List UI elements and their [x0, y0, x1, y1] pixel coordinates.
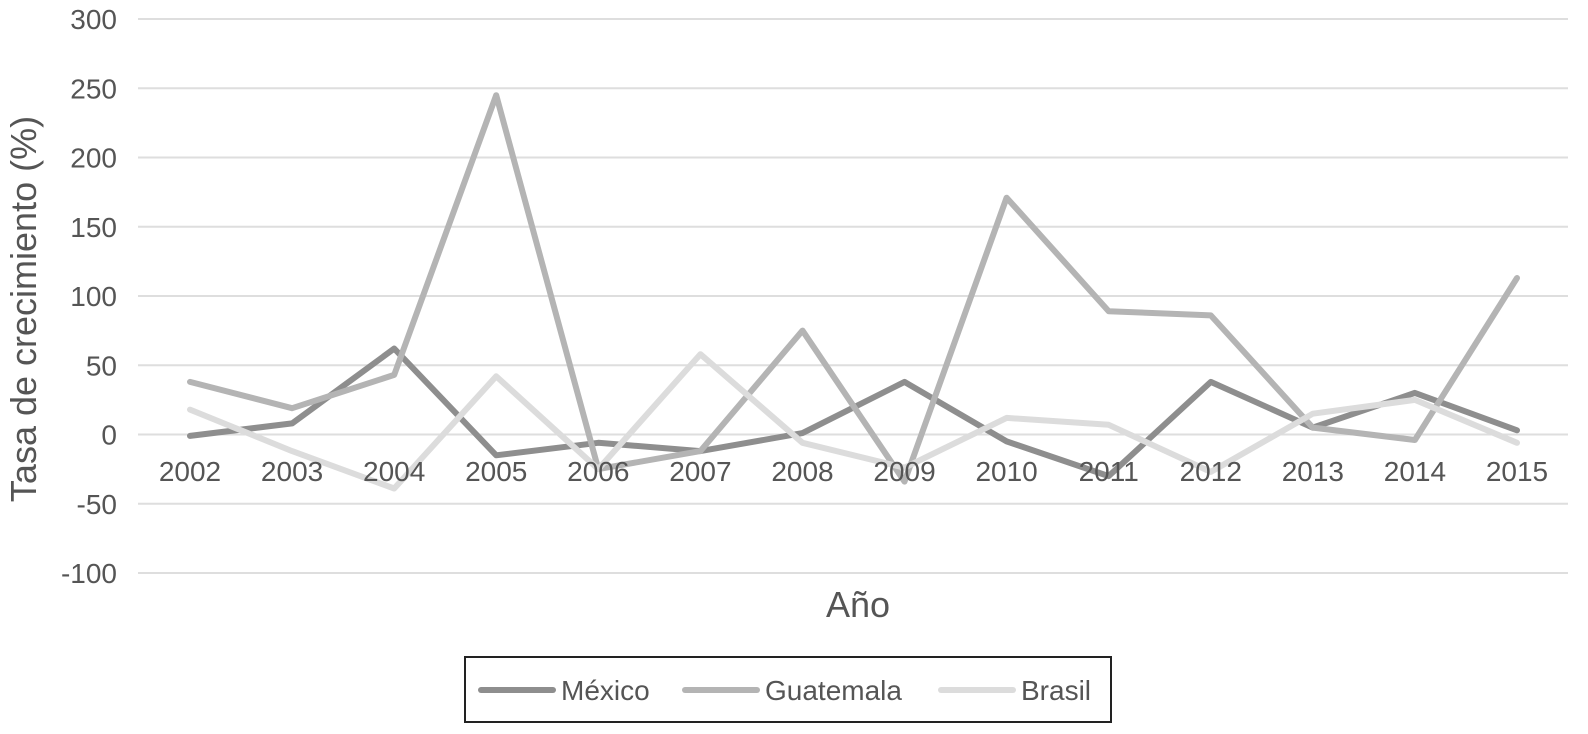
y-tick-label: 0 — [101, 420, 117, 451]
gridlines — [138, 18, 1568, 574]
y-tick-labels: 300 250 200 150 100 50 0 -50 -100 — [61, 4, 117, 589]
legend-label: México — [561, 675, 650, 706]
series-line-brasil — [187, 351, 1520, 492]
y-tick-label: 200 — [70, 143, 117, 174]
y-tick-label: 150 — [70, 212, 117, 243]
x-tick-label: 2015 — [1486, 456, 1548, 487]
x-tick-label: 2002 — [159, 456, 221, 487]
x-tick-label: 2010 — [975, 456, 1037, 487]
x-tick-label: 2003 — [261, 456, 323, 487]
x-axis-title: Año — [826, 584, 890, 625]
y-tick-label: 300 — [70, 4, 117, 35]
x-tick-labels: 2002 2003 2004 2005 2006 2007 2008 2009 2010 2011… — [159, 456, 1548, 487]
series-line-guatemala — [187, 92, 1520, 485]
y-tick-label: 250 — [70, 73, 117, 104]
y-tick-label: -100 — [61, 558, 117, 589]
x-tick-label: 2014 — [1384, 456, 1446, 487]
x-tick-label: 2007 — [669, 456, 731, 487]
x-tick-label: 2006 — [567, 456, 629, 487]
x-tick-label: 2009 — [873, 456, 935, 487]
x-tick-label: 2004 — [363, 456, 425, 487]
y-axis-title: Tasa de crecimiento (%) — [3, 116, 44, 502]
y-tick-label: -50 — [77, 489, 117, 520]
legend-label: Brasil — [1021, 675, 1091, 706]
y-tick-label: 50 — [86, 350, 117, 381]
legend: México Guatemala Brasil — [464, 656, 1112, 723]
x-tick-label: 2011 — [1079, 456, 1139, 487]
legend-label: Guatemala — [765, 675, 902, 706]
x-tick-label: 2012 — [1180, 456, 1242, 487]
x-tick-label: 2008 — [771, 456, 833, 487]
y-tick-label: 100 — [70, 281, 117, 312]
series-lines — [187, 92, 1520, 492]
x-tick-label: 2005 — [465, 456, 527, 487]
x-tick-label: 2013 — [1282, 456, 1344, 487]
